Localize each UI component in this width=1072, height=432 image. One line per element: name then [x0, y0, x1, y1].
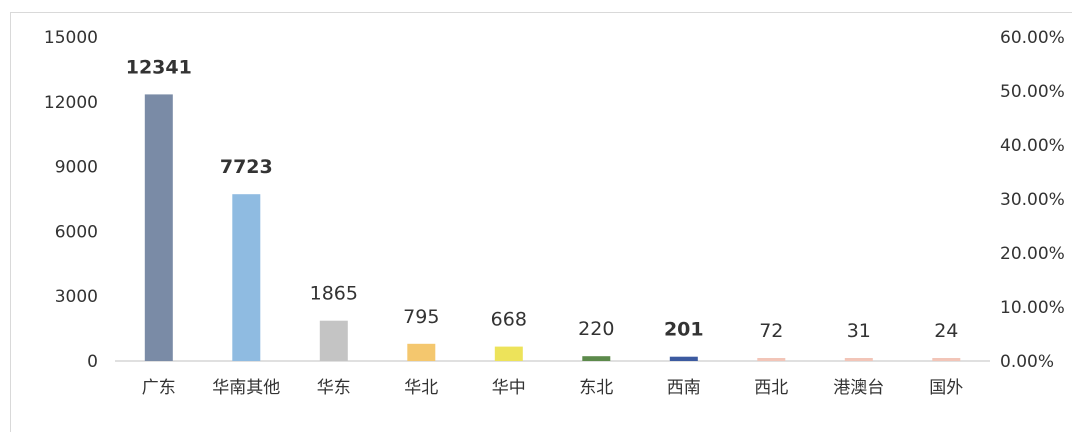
bar-value-label: 24 — [934, 320, 958, 342]
bar-value-label: 31 — [847, 320, 871, 342]
y-tick-label: 12000 — [44, 93, 98, 113]
y2-tick-label: 0.00% — [1000, 352, 1054, 372]
bar-value-label: 7723 — [220, 156, 273, 178]
bar-9 — [932, 358, 961, 361]
bar-chart: 12341 7723 1865 795 668 220 201 72 31 24 广东 华南其他 华东… — [44, 28, 1065, 398]
y-tick-label: 0 — [87, 352, 98, 372]
bar-7 — [757, 358, 786, 361]
y-tick-label: 15000 — [44, 28, 98, 48]
y2-tick-label: 60.00% — [1000, 28, 1065, 48]
x-tick-label: 华中 — [492, 378, 526, 398]
bar-value-label: 1865 — [310, 283, 358, 305]
y2-tick-label: 10.00% — [1000, 298, 1065, 318]
bar-value-label: 201 — [664, 319, 704, 341]
x-tick-labels-group: 广东 华南其他 华东 华北 华中 东北 西南 西北 港澳台 国外 — [142, 378, 963, 398]
x-tick-label: 华东 — [317, 378, 351, 398]
y2-tick-label: 40.00% — [1000, 136, 1065, 156]
x-tick-label: 东北 — [579, 378, 613, 398]
x-tick-label: 华北 — [404, 378, 438, 398]
y-tick-label: 3000 — [55, 287, 98, 307]
bar-3 — [407, 343, 436, 361]
bar-8 — [844, 358, 873, 361]
bar-6 — [669, 356, 698, 361]
value-labels-group: 12341 7723 1865 795 668 220 201 72 31 24 — [126, 56, 959, 342]
y-tick-labels-group: 0 3000 6000 9000 12000 15000 — [44, 28, 98, 372]
x-tick-label: 港澳台 — [833, 378, 884, 398]
y2-tick-label: 50.00% — [1000, 82, 1065, 102]
bar-value-label: 72 — [759, 320, 783, 342]
bar-4 — [494, 346, 523, 361]
bars-group — [144, 94, 961, 362]
bar-5 — [582, 356, 611, 361]
y-tick-label: 6000 — [55, 222, 98, 242]
bar-value-label: 795 — [403, 306, 439, 328]
chart-frame — [10, 12, 1072, 432]
bar-2 — [319, 320, 348, 361]
y-tick-label: 9000 — [55, 158, 98, 178]
bar-value-label: 220 — [578, 318, 614, 340]
bar-value-label: 668 — [491, 309, 527, 331]
x-tick-label: 华南其他 — [212, 378, 280, 398]
x-tick-label: 国外 — [929, 378, 963, 398]
x-tick-label: 西北 — [754, 378, 788, 398]
y2-tick-labels-group: 0.00% 10.00% 20.00% 30.00% 40.00% 50.00% 60.00… — [1000, 28, 1065, 372]
x-tick-label: 西南 — [667, 378, 701, 398]
y2-tick-label: 20.00% — [1000, 244, 1065, 264]
x-tick-label: 广东 — [142, 378, 176, 398]
bar-1 — [232, 194, 261, 361]
bar-0 — [144, 94, 173, 362]
y2-tick-label: 30.00% — [1000, 190, 1065, 210]
bar-value-label: 12341 — [126, 56, 192, 78]
